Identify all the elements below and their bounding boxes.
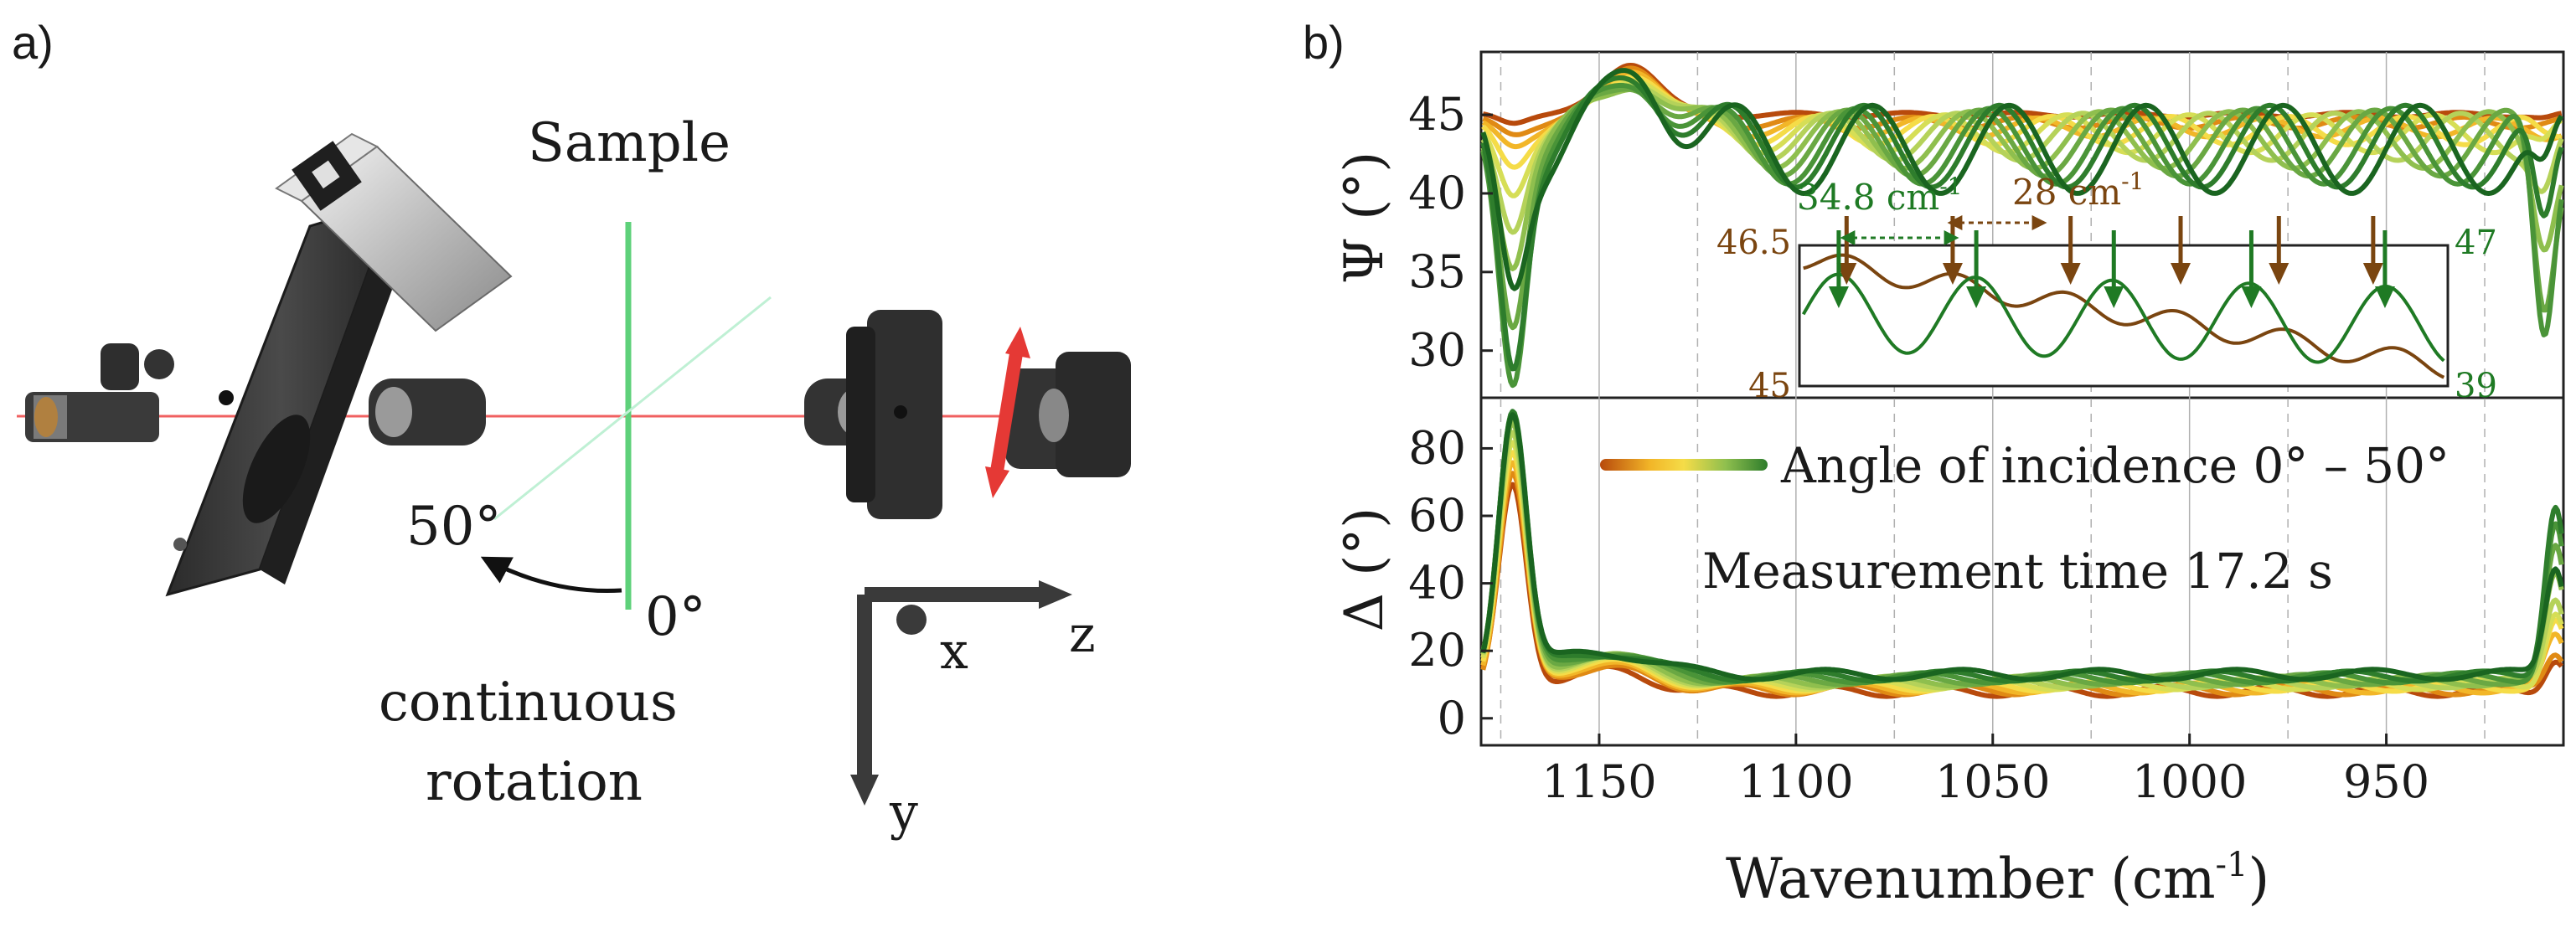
panel-b: b) 1150 1100 1050 1000 95030354045020406080 … bbox=[1303, 16, 2565, 911]
x-tick-label: 1000 bbox=[2132, 755, 2247, 808]
spacing-brown-value: 28 cm bbox=[2012, 172, 2121, 213]
inset-arrow-brown bbox=[2060, 216, 2081, 285]
psi-y-tick-label: 45 bbox=[1408, 88, 1466, 141]
delta-axis-label: Δ (°) bbox=[1334, 507, 1396, 632]
delta-y-tick-label: 60 bbox=[1408, 489, 1466, 542]
delta-curves bbox=[1480, 409, 2564, 699]
measurement-text: Measurement time 17.2 s bbox=[1702, 543, 2333, 600]
legend-gradient-bar bbox=[1600, 459, 1768, 471]
axis-ticks: 1150 1100 1050 1000 950 30 35 40 45 0 20 40 60 80 bbox=[1408, 88, 2429, 808]
inset-left-bottom: 45 bbox=[1748, 367, 1791, 405]
spacing-label-brown: 28 cm-1 bbox=[2012, 167, 2144, 213]
inset-arrow-green bbox=[1966, 230, 1987, 308]
x-tick-label: 1050 bbox=[1935, 755, 2050, 808]
x-axis-label-end: ) bbox=[2248, 847, 2270, 911]
delta-y-tick-label: 20 bbox=[1408, 624, 1466, 677]
coordinate-axes bbox=[850, 580, 1072, 806]
rotation-arrow bbox=[480, 556, 622, 593]
axis-z-label: z bbox=[1069, 605, 1096, 664]
rotation-label-line2: rotation bbox=[426, 751, 643, 813]
delta-series-50deg bbox=[1480, 412, 2564, 682]
inset-curves bbox=[1801, 253, 2445, 379]
delta-y-tick-label: 0 bbox=[1438, 692, 1466, 744]
inset-arrow-green bbox=[2374, 230, 2395, 308]
x-axis-label: Wavenumber (cm-1) bbox=[1726, 846, 2269, 911]
panel-b-letter: b) bbox=[1303, 16, 1345, 69]
inset-series-0deg bbox=[1803, 253, 2445, 379]
psi-series-50deg bbox=[1480, 68, 2564, 291]
inset-left-top: 46.5 bbox=[1716, 224, 1791, 262]
rail-profile bbox=[275, 132, 513, 332]
delta-y-tick-label: 40 bbox=[1408, 557, 1466, 610]
legend-text: Angle of incidence 0° – 50° bbox=[1780, 437, 2450, 494]
spacing-green-value: 34.8 cm bbox=[1797, 177, 1939, 218]
axis-y-label: y bbox=[889, 783, 918, 842]
psi-y-tick-label: 40 bbox=[1408, 167, 1466, 219]
inset-frame bbox=[1798, 244, 2450, 388]
inset-right-top: 47 bbox=[2455, 224, 2497, 262]
delta-plot-frame bbox=[1479, 396, 2565, 747]
inset-series-50deg bbox=[1801, 272, 2445, 364]
delta-y-tick-label: 80 bbox=[1408, 421, 1466, 474]
x-axis-label-main: Wavenumber (cm bbox=[1726, 847, 2216, 911]
spacing-label-green: 34.8 cm-1 bbox=[1797, 173, 1963, 218]
x-tick-label: 1150 bbox=[1541, 755, 1656, 808]
psi-axis-label: Ψ (°) bbox=[1334, 152, 1396, 284]
polarizer-mount-left bbox=[25, 343, 486, 445]
rotation-mount-plate bbox=[165, 198, 419, 597]
inset-arrow-green bbox=[2241, 230, 2262, 308]
inset-arrow-green bbox=[1828, 230, 1849, 308]
sample-label: Sample bbox=[528, 112, 730, 174]
axis-x-label: x bbox=[940, 622, 968, 681]
spacing-green-sup: -1 bbox=[1939, 173, 1962, 200]
x-tick-label: 950 bbox=[2343, 755, 2429, 808]
spacing-brown-sup: -1 bbox=[2121, 167, 2144, 195]
panel-a: a) Sample bbox=[12, 16, 1131, 842]
inset-arrow-green bbox=[2104, 230, 2124, 308]
inset-arrows bbox=[1828, 216, 2395, 308]
polarization-arrow bbox=[985, 327, 1030, 498]
inset-arrow-brown bbox=[2171, 216, 2191, 285]
rotation-label-line1: continuous bbox=[379, 672, 678, 734]
inset-arrow-brown bbox=[2269, 216, 2289, 285]
psi-y-tick-label: 30 bbox=[1408, 324, 1466, 377]
vertical-gridlines bbox=[1500, 52, 2486, 745]
sample-plane-rotated bbox=[493, 296, 772, 521]
x-tick-label: 1100 bbox=[1738, 755, 1853, 808]
psi-y-tick-label: 35 bbox=[1408, 245, 1466, 298]
psi-curves bbox=[1480, 63, 2564, 389]
x-axis-label-sup: -1 bbox=[2216, 846, 2248, 884]
angle-start-label: 0° bbox=[645, 586, 706, 648]
inset-arrow-brown bbox=[2362, 216, 2383, 285]
inset-right-bottom: 39 bbox=[2455, 367, 2497, 405]
panel-a-letter: a) bbox=[12, 16, 54, 69]
analyzer-mount-right bbox=[804, 310, 1131, 519]
angle-end-label: 50° bbox=[406, 496, 501, 558]
